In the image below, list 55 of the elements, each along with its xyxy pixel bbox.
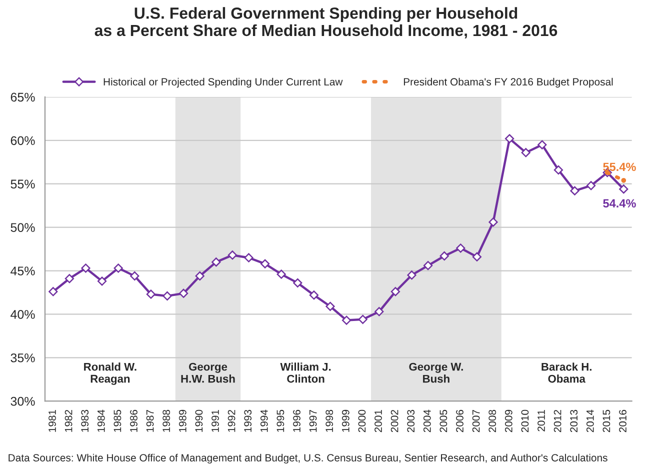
x-tick-label: 2000 [358,410,366,432]
x-tick-label: 1997 [309,410,317,432]
band-label: George H.W. Bush [181,362,235,383]
band-label: George W. Bush [409,362,463,383]
x-tick-label: 2010 [521,410,529,432]
x-tick-label: 1982 [64,410,72,432]
x-tick-label: 2006 [456,410,464,432]
x-tick-label: 1991 [212,410,219,432]
x-tick-label: 2012 [554,410,562,432]
x-tick-label: 2014 [586,410,594,432]
x-tick-label: 1987 [146,410,154,432]
x-tick-label: 2001 [374,410,382,432]
y-tick-label: 45% [10,266,35,276]
y-tick-label: 30% [10,396,35,406]
x-tick-label: 2008 [488,410,496,432]
y-tick-label: 65% [10,92,35,102]
x-tick-label: 1988 [162,410,170,432]
x-tick-label: 2015 [602,410,610,432]
x-tick-label: 1999 [342,410,350,432]
x-tick-label: 1992 [228,410,236,432]
x-tick-label: 2007 [472,410,480,432]
x-tick-label: 1985 [114,410,122,432]
chart-title: U.S. Federal Government Spending per Household as a Percent Share of Median Household Income, 1981 - 2016 [94,7,558,38]
x-tick-label: 1996 [293,410,300,432]
x-tick-label: 1989 [178,410,186,432]
legend-label: President Obama's FY 2016 Budget Proposal [404,78,613,88]
x-tick-label: 1981 [48,410,56,432]
x-tick-label: 1994 [260,410,268,432]
x-tick-label: 2011 [538,410,545,432]
x-tick-label: 2003 [407,410,415,432]
x-tick-label: 1998 [326,410,334,432]
x-tick-label: 1984 [97,410,105,432]
x-tick-label: 2013 [570,410,578,432]
legend-label: Historical or Projected Spending Under Current Law [104,78,343,88]
annotation: 55.4% [603,162,636,172]
x-tick-label: 1983 [81,410,89,432]
y-tick-label: 35% [10,353,35,362]
x-tick-label: 1995 [276,410,284,432]
y-tick-label: 60% [10,136,35,146]
x-tick-label: 2004 [423,410,431,432]
x-tick-label: 1993 [244,410,252,432]
annotation: William J. Clinton [280,362,331,383]
x-tick-label: 2016 [619,410,626,432]
annotation: Barack H. Obama [542,362,592,383]
y-tick-label: 40% [10,310,35,319]
text: Data Sources: White House Office of Management and Budget, U.S. Census Bureau, Sentier Research, and Author's Calculations [8,454,608,464]
annotation: 54.4% [603,199,636,208]
annotation: Ronald W. Reagan [84,362,136,385]
x-tick-label: 2005 [440,410,448,432]
y-tick-label: 50% [10,223,35,232]
x-tick-label: 1990 [195,410,203,432]
x-tick-label: 2009 [504,410,512,432]
y-tick-label: 55% [10,180,35,189]
x-tick-label: 2002 [390,410,398,432]
x-tick-label: 1986 [130,410,138,432]
